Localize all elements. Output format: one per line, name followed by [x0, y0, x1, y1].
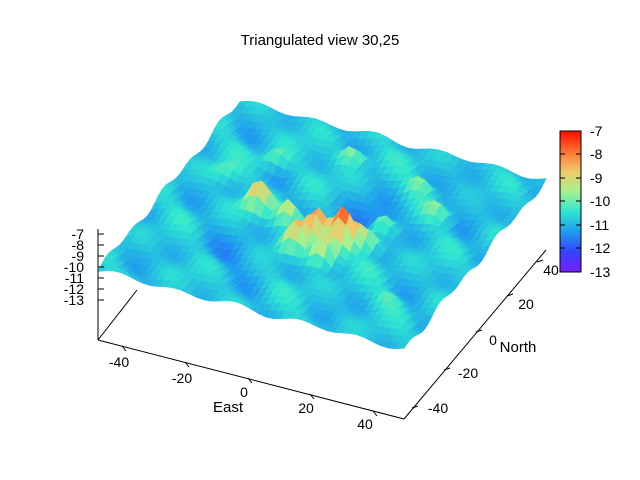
- colorbar-tick-label: -9: [590, 170, 603, 186]
- x-tick-label: 40: [357, 416, 373, 432]
- x-axis-line: [97, 339, 405, 420]
- y-axis-ticks: [411, 259, 544, 409]
- y-axis-line: [403, 249, 547, 420]
- z-tick-label: -7: [72, 226, 85, 242]
- y-tick-label: -40: [428, 400, 448, 416]
- x-tick-label: 0: [240, 384, 248, 400]
- y-tick-label: 20: [518, 296, 534, 312]
- colorbar-tick-label: -10: [590, 193, 610, 209]
- surface-plot: [97, 100, 547, 350]
- z-tick-label: -10: [64, 259, 84, 275]
- x-tick-label: -20: [172, 370, 192, 386]
- x-tick-label: 20: [298, 400, 314, 416]
- colorbar-tick-label: -8: [590, 146, 603, 162]
- x-tick-label: -40: [109, 354, 129, 370]
- z-tick-label: -13: [64, 292, 84, 308]
- back-axis-line: [97, 289, 138, 341]
- z-axis-ticks: [98, 233, 104, 301]
- x-axis-label: East: [213, 399, 244, 416]
- chart-title: Triangulated view 30,25: [241, 32, 400, 49]
- colorbar-tick-label: -11: [590, 217, 609, 233]
- colorbar-tick-label: -12: [590, 240, 610, 256]
- z-tick-label: -11: [65, 270, 84, 286]
- surface-facet: [395, 342, 409, 350]
- colorbar-tick-label: -13: [590, 264, 610, 280]
- y-tick-label: 40: [543, 262, 559, 278]
- colorbar-tick-label: -7: [590, 123, 603, 139]
- colorbar-ticks: [560, 130, 581, 273]
- z-tick-label: -12: [64, 281, 84, 297]
- x-axis-ticks: [121, 345, 378, 417]
- y-tick-label: 0: [489, 332, 497, 348]
- z-tick-label: -9: [72, 248, 85, 264]
- z-tick-label: -8: [72, 237, 85, 253]
- y-tick-label: -20: [458, 365, 478, 381]
- y-axis-label: North: [500, 339, 537, 356]
